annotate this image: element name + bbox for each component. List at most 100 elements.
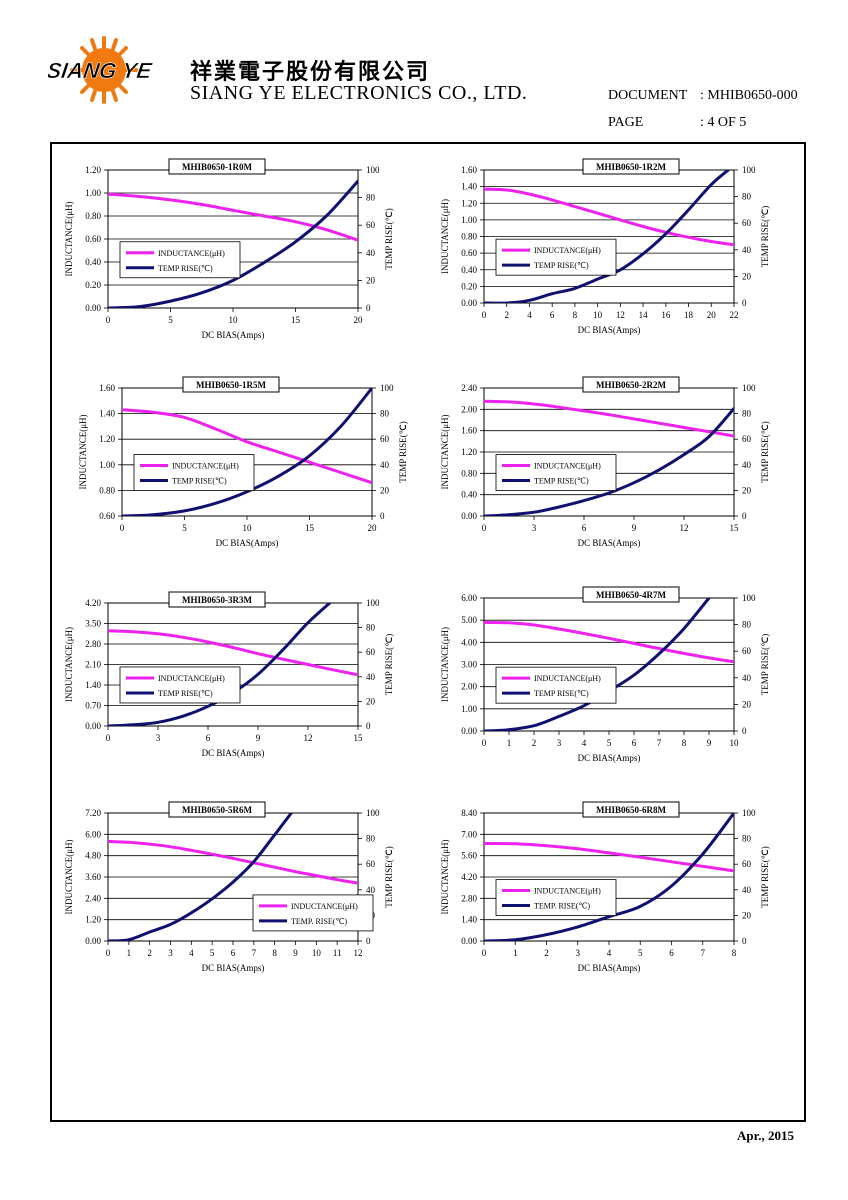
y-tick-label: 5.60 (461, 851, 477, 861)
x-tick-label: 3 (557, 738, 562, 748)
legend-label: TEMP RISE(℃) (158, 689, 213, 698)
legend-box (133, 454, 255, 491)
y-axis-label: INDUCTANCE(μH) (440, 839, 450, 914)
chart-title: MHIB0650-1R2M (596, 162, 666, 172)
y2-tick-label: 0 (742, 298, 747, 308)
legend-label: TEMP RISE(℃) (534, 261, 589, 270)
series-group (484, 399, 734, 516)
y-tick-label: 0.00 (85, 303, 101, 313)
x-tick-label: 5 (168, 315, 173, 325)
x-tick-label: 3 (576, 948, 581, 958)
x-axis-label: DC BIAS(Amps) (578, 963, 641, 973)
x-axis-label: DC BIAS(Amps) (578, 538, 641, 548)
y-axis-label: INDUCTANCE(μH) (440, 414, 450, 489)
temp-rise-line (484, 407, 734, 516)
temp-rise-line (122, 388, 372, 516)
legend-label: INDUCTANCE(μH) (172, 462, 239, 471)
x-tick-label: 0 (482, 523, 487, 533)
footer-date: Apr., 2015 (737, 1128, 794, 1143)
y-axis-label: INDUCTANCE(μH) (440, 199, 450, 274)
y2-tick-label: 100 (366, 808, 380, 818)
charts-frame (50, 142, 806, 1122)
y2-tick-label: 80 (380, 409, 390, 419)
y2-tick-label: 100 (366, 598, 380, 608)
y2-tick-label: 60 (742, 859, 752, 869)
y-tick-label: 0.70 (85, 701, 101, 711)
y2-tick-label: 20 (366, 696, 376, 706)
y-tick-label: 0.00 (461, 511, 477, 521)
y2-tick-label: 20 (366, 275, 376, 285)
inductance-line (484, 187, 734, 247)
legend-label: INDUCTANCE(μH) (158, 249, 225, 258)
chart-3r3m: 0.000.701.402.102.803.504.20020406080100… (64, 591, 394, 758)
x-tick-label: 0 (106, 315, 111, 325)
x-tick-label: 15 (291, 315, 301, 325)
y2-tick-label: 80 (366, 623, 376, 633)
x-tick-label: 6 (206, 733, 211, 743)
y2-tick-label: 20 (380, 485, 390, 495)
y-tick-label: 0.00 (461, 298, 477, 308)
y2-axis-label: TEMP RISE(℃) (760, 846, 770, 908)
legend-label: TEMP. RISE(℃) (291, 917, 347, 926)
x-tick-label: 10 (730, 738, 740, 748)
x-axis-label: DC BIAS(Amps) (216, 538, 279, 548)
legend-label: TEMP RISE(℃) (534, 477, 589, 486)
x-tick-label: 20 (707, 310, 717, 320)
page-row: PAGE : 4 OF 5 (608, 115, 746, 131)
y2-tick-label: 40 (742, 885, 752, 895)
y-tick-label: 1.20 (461, 447, 477, 457)
x-tick-label: 0 (482, 738, 487, 748)
x-tick-label: 4 (189, 948, 194, 958)
x-tick-label: 18 (684, 310, 694, 320)
y-tick-label: 2.80 (85, 639, 101, 649)
y-tick-label: 0.60 (99, 511, 115, 521)
y2-tick-label: 80 (366, 834, 376, 844)
y2-tick-label: 60 (366, 220, 376, 230)
y2-tick-label: 40 (366, 885, 376, 895)
legend-label: INDUCTANCE(μH) (534, 246, 601, 255)
x-axis-label: DC BIAS(Amps) (202, 963, 265, 973)
y-axis-label: INDUCTANCE(μH) (64, 627, 74, 702)
chart-title: MHIB0650-1R0M (182, 162, 252, 172)
x-tick-label: 5 (182, 523, 187, 533)
y-tick-label: 0.60 (85, 234, 101, 244)
x-tick-label: 2 (147, 948, 152, 958)
y-tick-label: 2.10 (85, 660, 101, 670)
x-tick-label: 5 (638, 948, 643, 958)
legend-label: TEMP. RISE(℃) (534, 902, 590, 911)
x-tick-label: 5 (607, 738, 612, 748)
y-tick-label: 1.20 (99, 434, 115, 444)
y-tick-label: 0.40 (461, 265, 477, 275)
document-row: DOCUMENT : MHIB0650-000 (608, 88, 798, 104)
legend-box (495, 238, 617, 276)
y2-tick-label: 100 (742, 383, 756, 393)
inductance-line (108, 629, 358, 677)
y-tick-label: 1.20 (461, 198, 477, 208)
legend-box (495, 879, 617, 916)
series-group (108, 179, 358, 308)
x-tick-label: 7 (701, 948, 706, 958)
y-tick-label: 0.80 (461, 232, 477, 242)
legend-box (495, 454, 617, 491)
y-tick-label: 6.00 (85, 829, 101, 839)
y2-tick-label: 100 (742, 593, 756, 603)
y2-tick-label: 0 (742, 511, 747, 521)
y2-tick-label: 80 (366, 193, 376, 203)
x-tick-label: 2 (532, 738, 537, 748)
page-label: PAGE (608, 115, 644, 130)
x-tick-label: 10 (312, 948, 322, 958)
inductance-line (484, 620, 734, 664)
x-axis-label: DC BIAS(Amps) (202, 330, 265, 340)
legend-label: INDUCTANCE(μH) (534, 462, 601, 471)
x-tick-label: 4 (527, 310, 532, 320)
series-group (484, 813, 734, 941)
inductance-line (484, 399, 734, 438)
temp-rise-line (108, 179, 358, 308)
legend-label: INDUCTANCE(μH) (158, 674, 225, 683)
y-tick-label: 0.00 (461, 936, 477, 946)
y2-tick-label: 60 (742, 434, 752, 444)
x-tick-label: 8 (573, 310, 578, 320)
y2-tick-label: 80 (742, 192, 752, 202)
y2-tick-label: 40 (366, 248, 376, 258)
